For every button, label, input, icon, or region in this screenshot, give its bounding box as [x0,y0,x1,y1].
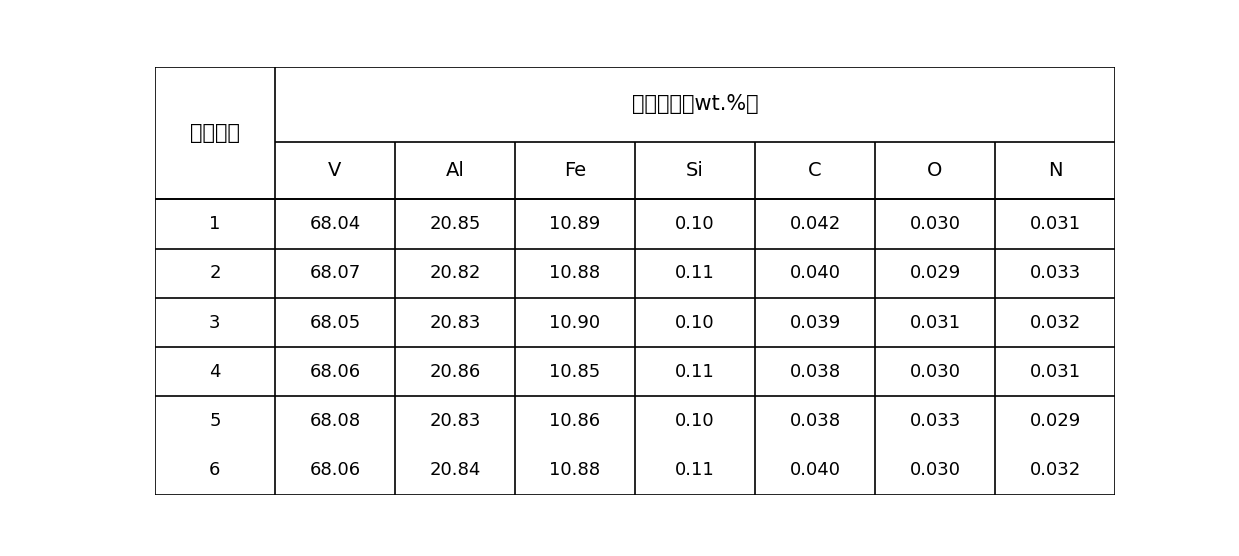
Text: 68.07: 68.07 [310,264,361,282]
Text: 20.85: 20.85 [429,215,481,233]
Text: Al: Al [446,161,465,180]
Text: 0.033: 0.033 [1030,264,1080,282]
Text: 10.86: 10.86 [549,412,601,430]
Text: 取点编号: 取点编号 [190,123,240,143]
Text: 0.032: 0.032 [1030,314,1080,331]
Text: 0.040: 0.040 [789,264,840,282]
Text: 0.040: 0.040 [789,461,840,479]
Text: 1: 1 [209,215,221,233]
Text: 0.10: 0.10 [675,215,715,233]
Text: 10.88: 10.88 [549,264,601,282]
Text: 0.10: 0.10 [675,314,715,331]
Text: 0.029: 0.029 [1030,412,1080,430]
Text: 20.82: 20.82 [429,264,481,282]
Text: 0.10: 0.10 [675,412,715,430]
Text: 20.84: 20.84 [429,461,481,479]
Text: 0.042: 0.042 [789,215,840,233]
Text: C: C [808,161,821,180]
Text: 0.032: 0.032 [1030,461,1080,479]
Text: 0.033: 0.033 [909,412,960,430]
Text: 0.11: 0.11 [675,461,715,479]
Text: 5: 5 [209,412,221,430]
Text: 10.88: 10.88 [549,461,601,479]
Text: 68.06: 68.06 [310,363,361,381]
Text: Fe: Fe [564,161,586,180]
Text: O: O [927,161,943,180]
Text: 68.05: 68.05 [310,314,361,331]
Text: 0.031: 0.031 [1030,215,1080,233]
Text: 0.030: 0.030 [909,215,960,233]
Text: 0.029: 0.029 [909,264,960,282]
Text: 化学成分（wt.%）: 化学成分（wt.%） [632,94,758,114]
Text: 20.86: 20.86 [430,363,481,381]
Text: N: N [1048,161,1062,180]
Text: 0.031: 0.031 [909,314,960,331]
Text: 3: 3 [209,314,221,331]
Text: 6: 6 [209,461,221,479]
Text: 0.11: 0.11 [675,264,715,282]
Text: 68.04: 68.04 [310,215,361,233]
Text: V: V [328,161,342,180]
Text: 0.030: 0.030 [909,461,960,479]
Text: 10.89: 10.89 [549,215,601,233]
Text: 0.038: 0.038 [789,412,840,430]
Text: 0.038: 0.038 [789,363,840,381]
Text: 20.83: 20.83 [429,314,481,331]
Text: 68.08: 68.08 [310,412,361,430]
Text: 0.031: 0.031 [1030,363,1080,381]
Text: Si: Si [686,161,704,180]
Text: 0.030: 0.030 [909,363,960,381]
Text: 10.85: 10.85 [549,363,601,381]
Text: 68.06: 68.06 [310,461,361,479]
Text: 10.90: 10.90 [549,314,601,331]
Text: 0.11: 0.11 [675,363,715,381]
Text: 0.039: 0.039 [789,314,840,331]
Text: 20.83: 20.83 [429,412,481,430]
Text: 4: 4 [209,363,221,381]
Text: 2: 2 [209,264,221,282]
